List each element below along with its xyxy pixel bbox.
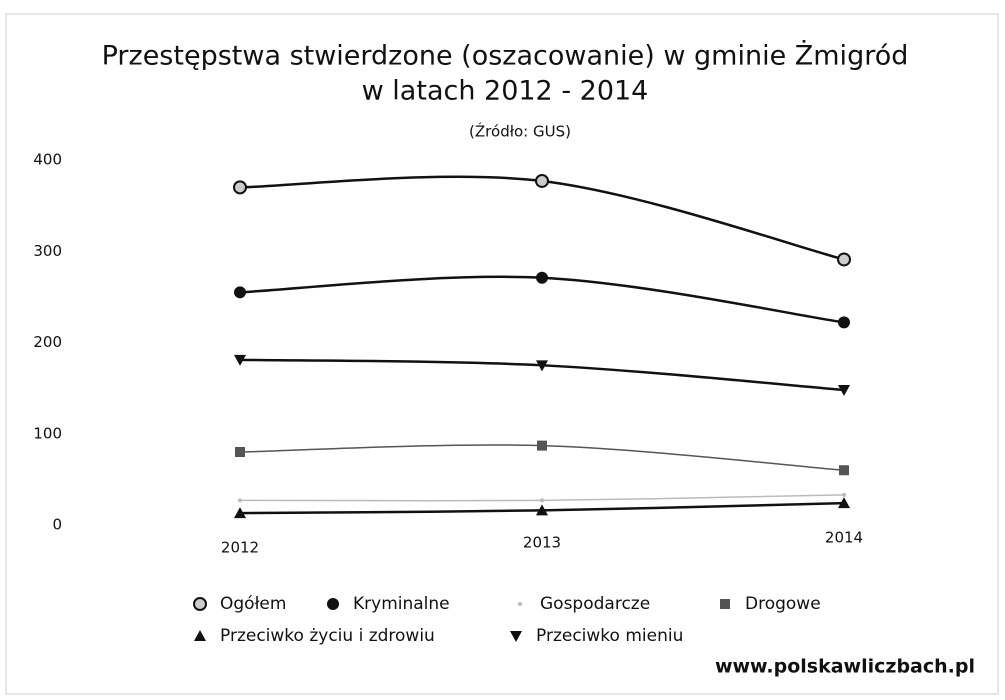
legend-marker [193,597,207,611]
chart-title: w latach 2012 - 2014 [362,76,649,107]
point [234,507,246,519]
point [235,447,245,457]
point [838,316,850,329]
point [842,492,846,497]
point [536,360,548,372]
frame [5,13,999,695]
chart-title: Przestępstwa stwierdzone (oszacowanie) w… [102,40,909,72]
point [839,465,849,476]
x-tick-label: 2012 [221,539,259,557]
legend-label: Ogółem [220,594,286,614]
point [838,497,850,509]
legend-marker [327,598,339,610]
y-tick-label: 400 [33,151,62,169]
chart-subtitle: (Źródło: GUS) [469,122,571,141]
x-tick-label: 2013 [523,534,561,552]
legend-label: Kryminalne [353,594,450,614]
legend-label: Przeciwko życiu i zdrowiu [220,626,435,646]
point [238,498,242,503]
legend-label: Drogowe [745,594,821,614]
point [540,498,544,503]
y-tick-label: 100 [33,424,62,442]
series-line [239,175,845,261]
point [838,384,850,396]
legend-marker [720,599,730,609]
legend-label: Przeciwko mieniu [536,626,683,646]
point [234,286,246,299]
legend-marker [510,631,522,642]
point [234,354,246,366]
y-tick-label: 0 [52,516,62,534]
point [537,440,547,451]
point [233,180,247,195]
x-tick-label: 2014 [825,529,863,547]
legend-marker [518,602,522,606]
y-tick-label: 300 [33,242,62,260]
source-label: www.polskawliczbach.pl [715,656,975,678]
legend-label: Gospodarcze [540,594,650,614]
point [837,252,851,267]
y-tick-label: 200 [33,333,62,351]
point [535,173,549,188]
point [536,271,548,284]
point [536,504,548,516]
legend-marker [194,630,206,641]
